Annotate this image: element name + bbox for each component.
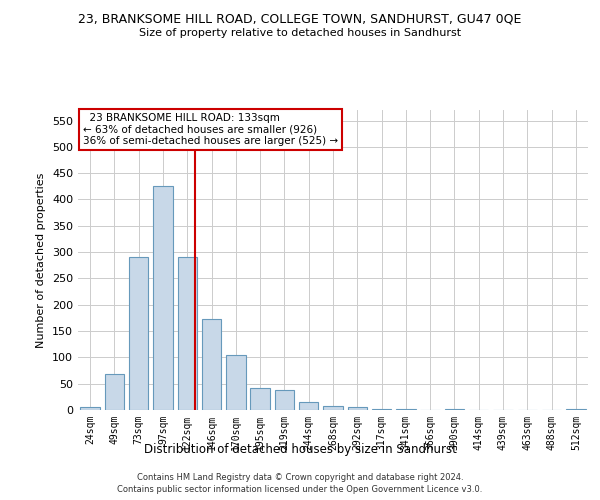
Y-axis label: Number of detached properties: Number of detached properties <box>37 172 46 348</box>
Bar <box>80 408 100 410</box>
Bar <box>153 186 173 410</box>
Bar <box>566 409 586 410</box>
Bar <box>445 409 464 410</box>
Text: Distribution of detached houses by size in Sandhurst: Distribution of detached houses by size … <box>143 442 457 456</box>
Bar <box>299 402 319 410</box>
Text: 23, BRANKSOME HILL ROAD, COLLEGE TOWN, SANDHURST, GU47 0QE: 23, BRANKSOME HILL ROAD, COLLEGE TOWN, S… <box>79 12 521 26</box>
Text: Contains HM Land Registry data © Crown copyright and database right 2024.: Contains HM Land Registry data © Crown c… <box>137 472 463 482</box>
Text: 23 BRANKSOME HILL ROAD: 133sqm  
← 63% of detached houses are smaller (926)
36% : 23 BRANKSOME HILL ROAD: 133sqm ← 63% of … <box>83 113 338 146</box>
Bar <box>250 388 270 410</box>
Bar <box>105 374 124 410</box>
Bar <box>372 409 391 410</box>
Bar <box>202 320 221 410</box>
Bar <box>323 406 343 410</box>
Bar <box>129 258 148 410</box>
Bar <box>347 408 367 410</box>
Bar <box>275 390 294 410</box>
Bar <box>178 258 197 410</box>
Text: Contains public sector information licensed under the Open Government Licence v3: Contains public sector information licen… <box>118 485 482 494</box>
Bar <box>226 354 245 410</box>
Text: Size of property relative to detached houses in Sandhurst: Size of property relative to detached ho… <box>139 28 461 38</box>
